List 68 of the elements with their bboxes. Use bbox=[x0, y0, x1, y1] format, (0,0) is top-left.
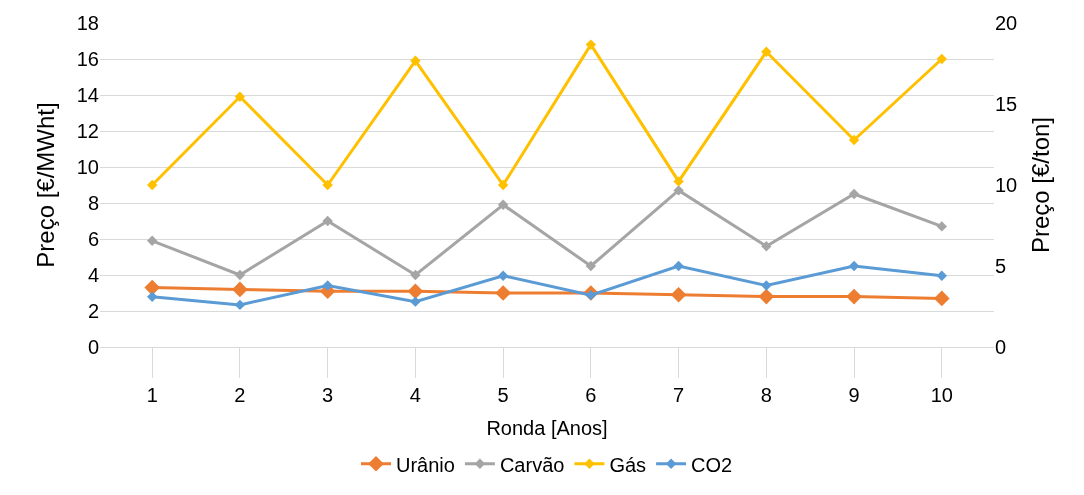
y-tick-label: 18 bbox=[76, 12, 99, 34]
point bbox=[497, 199, 509, 210]
point bbox=[934, 290, 950, 307]
x-tick-label: 6 bbox=[585, 384, 597, 406]
point bbox=[232, 281, 248, 298]
y-tick-label: 2 bbox=[87, 300, 99, 322]
x-tick-label: 8 bbox=[760, 384, 772, 406]
point bbox=[147, 235, 158, 246]
point bbox=[322, 179, 333, 191]
point bbox=[673, 185, 684, 196]
x-tick-label: 2 bbox=[234, 384, 246, 406]
y2-tick-label: 10 bbox=[995, 174, 1018, 196]
point bbox=[673, 176, 684, 187]
x-tick-label: 4 bbox=[409, 384, 421, 406]
legend-label: Gás bbox=[609, 453, 647, 476]
y-tick-label: 6 bbox=[87, 228, 99, 250]
point bbox=[936, 53, 947, 65]
x-tick-label: 3 bbox=[322, 384, 334, 406]
point bbox=[234, 91, 246, 102]
x-tick-label: 10 bbox=[930, 384, 953, 406]
point bbox=[322, 280, 333, 291]
y2-tick-label: 15 bbox=[995, 93, 1018, 115]
point bbox=[846, 288, 862, 305]
y-tick-label: 4 bbox=[87, 264, 99, 286]
point bbox=[848, 134, 860, 146]
point bbox=[147, 179, 158, 191]
point bbox=[758, 288, 775, 305]
y2-tick-label: 20 bbox=[995, 12, 1018, 34]
x-tick-label: 5 bbox=[497, 384, 509, 406]
legend-label: CO2 bbox=[691, 453, 733, 476]
point bbox=[761, 280, 772, 291]
y-axis-title: Preço [€/MWht] bbox=[31, 102, 59, 268]
point bbox=[673, 260, 684, 272]
y2-tick-label: 0 bbox=[995, 336, 1007, 358]
point bbox=[761, 46, 772, 57]
x-tick-label: 7 bbox=[673, 384, 685, 406]
point bbox=[495, 285, 511, 301]
point bbox=[670, 287, 687, 303]
y-tick-label: 0 bbox=[87, 336, 99, 358]
point bbox=[407, 283, 424, 299]
point bbox=[585, 289, 597, 301]
point bbox=[497, 179, 509, 191]
y-tick-label: 12 bbox=[76, 120, 99, 142]
point bbox=[410, 269, 421, 281]
y2-tick-label: 5 bbox=[995, 255, 1007, 277]
point bbox=[410, 296, 421, 307]
point bbox=[322, 215, 333, 227]
point bbox=[585, 39, 597, 50]
point bbox=[410, 55, 421, 66]
point bbox=[144, 279, 160, 296]
point bbox=[848, 188, 860, 200]
y-tick-label: 10 bbox=[76, 156, 99, 178]
point bbox=[936, 270, 947, 281]
y2-axis-title: Preço [€/ton] bbox=[1026, 116, 1054, 254]
point bbox=[936, 221, 947, 232]
y-tick-label: 14 bbox=[76, 84, 99, 106]
y-tick-label: 16 bbox=[76, 48, 99, 70]
point bbox=[497, 270, 509, 281]
point bbox=[761, 241, 772, 252]
point bbox=[234, 269, 246, 281]
point bbox=[147, 291, 158, 302]
x-tick-label: 1 bbox=[146, 384, 158, 406]
x-tick-label: 9 bbox=[848, 384, 860, 406]
y-tick-label: 8 bbox=[87, 192, 99, 214]
legend-label: Urânio bbox=[396, 453, 455, 476]
point bbox=[585, 260, 597, 272]
legend-label: Carvão bbox=[499, 453, 565, 476]
x-axis-title: Ronda [Anos] bbox=[486, 416, 608, 439]
